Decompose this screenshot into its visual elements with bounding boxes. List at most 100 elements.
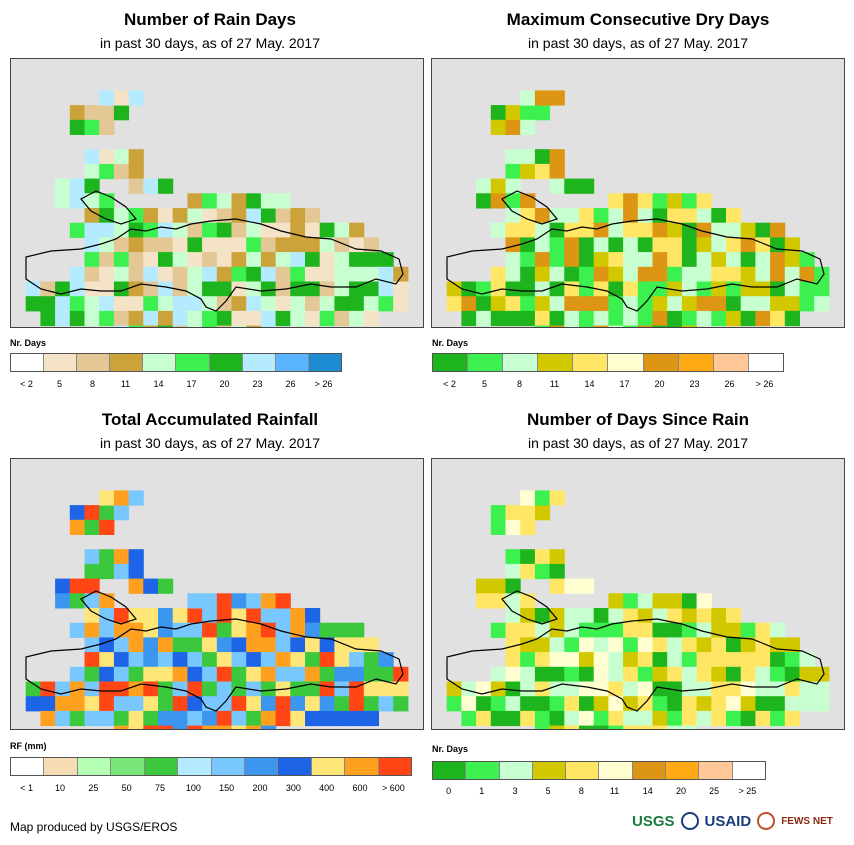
map-cell xyxy=(623,252,639,268)
map-cell xyxy=(319,310,335,327)
legend-swatch xyxy=(699,762,733,779)
map-cell xyxy=(113,681,130,697)
map-cell xyxy=(231,710,247,727)
map-cell xyxy=(667,310,683,327)
legend-swatch xyxy=(244,758,279,775)
legend-title: Nr. Days xyxy=(432,338,469,348)
map-cell xyxy=(158,266,174,282)
map-cell xyxy=(128,237,144,253)
map-cell xyxy=(363,252,379,268)
map-cell xyxy=(128,163,144,180)
map-cell xyxy=(187,237,203,253)
map-cell xyxy=(696,266,712,282)
legend-label: 3 xyxy=(512,786,518,796)
map-cell xyxy=(579,178,595,194)
legend-swatch xyxy=(732,762,765,779)
coastline-outline xyxy=(25,590,404,712)
legend-swatch xyxy=(468,354,504,371)
map-cell xyxy=(143,666,159,682)
map-cell xyxy=(84,549,100,565)
map-cell xyxy=(814,296,830,312)
map-cell xyxy=(549,266,565,282)
map-cell xyxy=(593,266,609,282)
map-cell xyxy=(319,296,335,312)
panel-dry-days: Maximum Consecutive Dry Days in past 30 … xyxy=(428,0,848,400)
map-cell xyxy=(520,222,536,238)
map-cell xyxy=(334,281,350,297)
map-cell xyxy=(784,266,800,282)
map-cell xyxy=(579,725,595,729)
map-cell xyxy=(84,237,100,253)
map-cell xyxy=(637,266,653,282)
map-cell xyxy=(69,222,85,238)
map-cell xyxy=(128,608,144,624)
map-cell xyxy=(187,325,203,327)
map-cell xyxy=(755,266,771,282)
map-cell xyxy=(128,296,144,312)
map-cell xyxy=(608,696,624,712)
map-grid xyxy=(25,490,409,729)
map-dry-days xyxy=(431,58,845,328)
map-cell xyxy=(711,208,727,224)
map-cell xyxy=(128,710,144,727)
usgs-logo: USGS xyxy=(632,812,675,830)
map-cell xyxy=(349,281,365,297)
legend-swatch xyxy=(278,758,312,775)
map-cell xyxy=(334,666,350,682)
map-cell xyxy=(520,652,536,668)
map-cell xyxy=(520,163,536,180)
map-cell xyxy=(579,222,595,238)
map-cell xyxy=(505,163,521,180)
map-cell xyxy=(696,237,712,253)
map-cell xyxy=(172,710,188,727)
map-cell xyxy=(84,637,100,653)
map-cell xyxy=(113,163,130,180)
map-cell xyxy=(363,696,379,712)
legend-swatch xyxy=(466,762,500,779)
map-cell xyxy=(549,696,565,712)
map-cell xyxy=(128,637,144,653)
map-cell xyxy=(231,622,247,638)
map-cell xyxy=(143,710,159,727)
map-cell xyxy=(158,310,174,327)
legend-label: 20 xyxy=(675,786,687,796)
map-cell xyxy=(260,281,277,297)
map-cell xyxy=(260,696,277,712)
map-cell xyxy=(349,666,365,682)
map-cell xyxy=(505,222,521,238)
map-cell xyxy=(143,266,159,282)
map-cell xyxy=(681,193,698,209)
map-cell xyxy=(740,310,756,327)
map-cell xyxy=(564,208,580,224)
legend-swatch xyxy=(538,354,574,371)
map-cell xyxy=(579,281,595,297)
map-cell xyxy=(143,281,159,297)
map-cell xyxy=(534,281,551,297)
map-cell xyxy=(143,608,159,624)
map-cell xyxy=(231,237,247,253)
map-cell xyxy=(202,637,218,653)
map-cell xyxy=(726,666,742,682)
legend-swatch xyxy=(308,354,341,371)
map-cell xyxy=(549,325,565,327)
map-cell xyxy=(69,681,85,697)
map-cell xyxy=(726,696,742,712)
map-cell xyxy=(490,593,506,609)
map-cell xyxy=(476,178,492,194)
map-cell xyxy=(349,622,365,638)
map-cell xyxy=(681,237,698,253)
map-cell xyxy=(55,193,71,209)
map-cell xyxy=(667,637,683,653)
map-cell xyxy=(40,296,56,312)
legend-swatch xyxy=(209,354,243,371)
map-cell xyxy=(113,725,130,729)
map-cell xyxy=(549,490,565,506)
map-cell xyxy=(334,237,350,253)
map-cell xyxy=(84,519,100,535)
map-cell xyxy=(476,578,492,594)
map-cell xyxy=(520,666,536,682)
legend-swatch xyxy=(713,354,749,371)
map-cell xyxy=(534,105,551,121)
map-cell xyxy=(490,296,506,312)
legend-swatch xyxy=(748,354,783,371)
